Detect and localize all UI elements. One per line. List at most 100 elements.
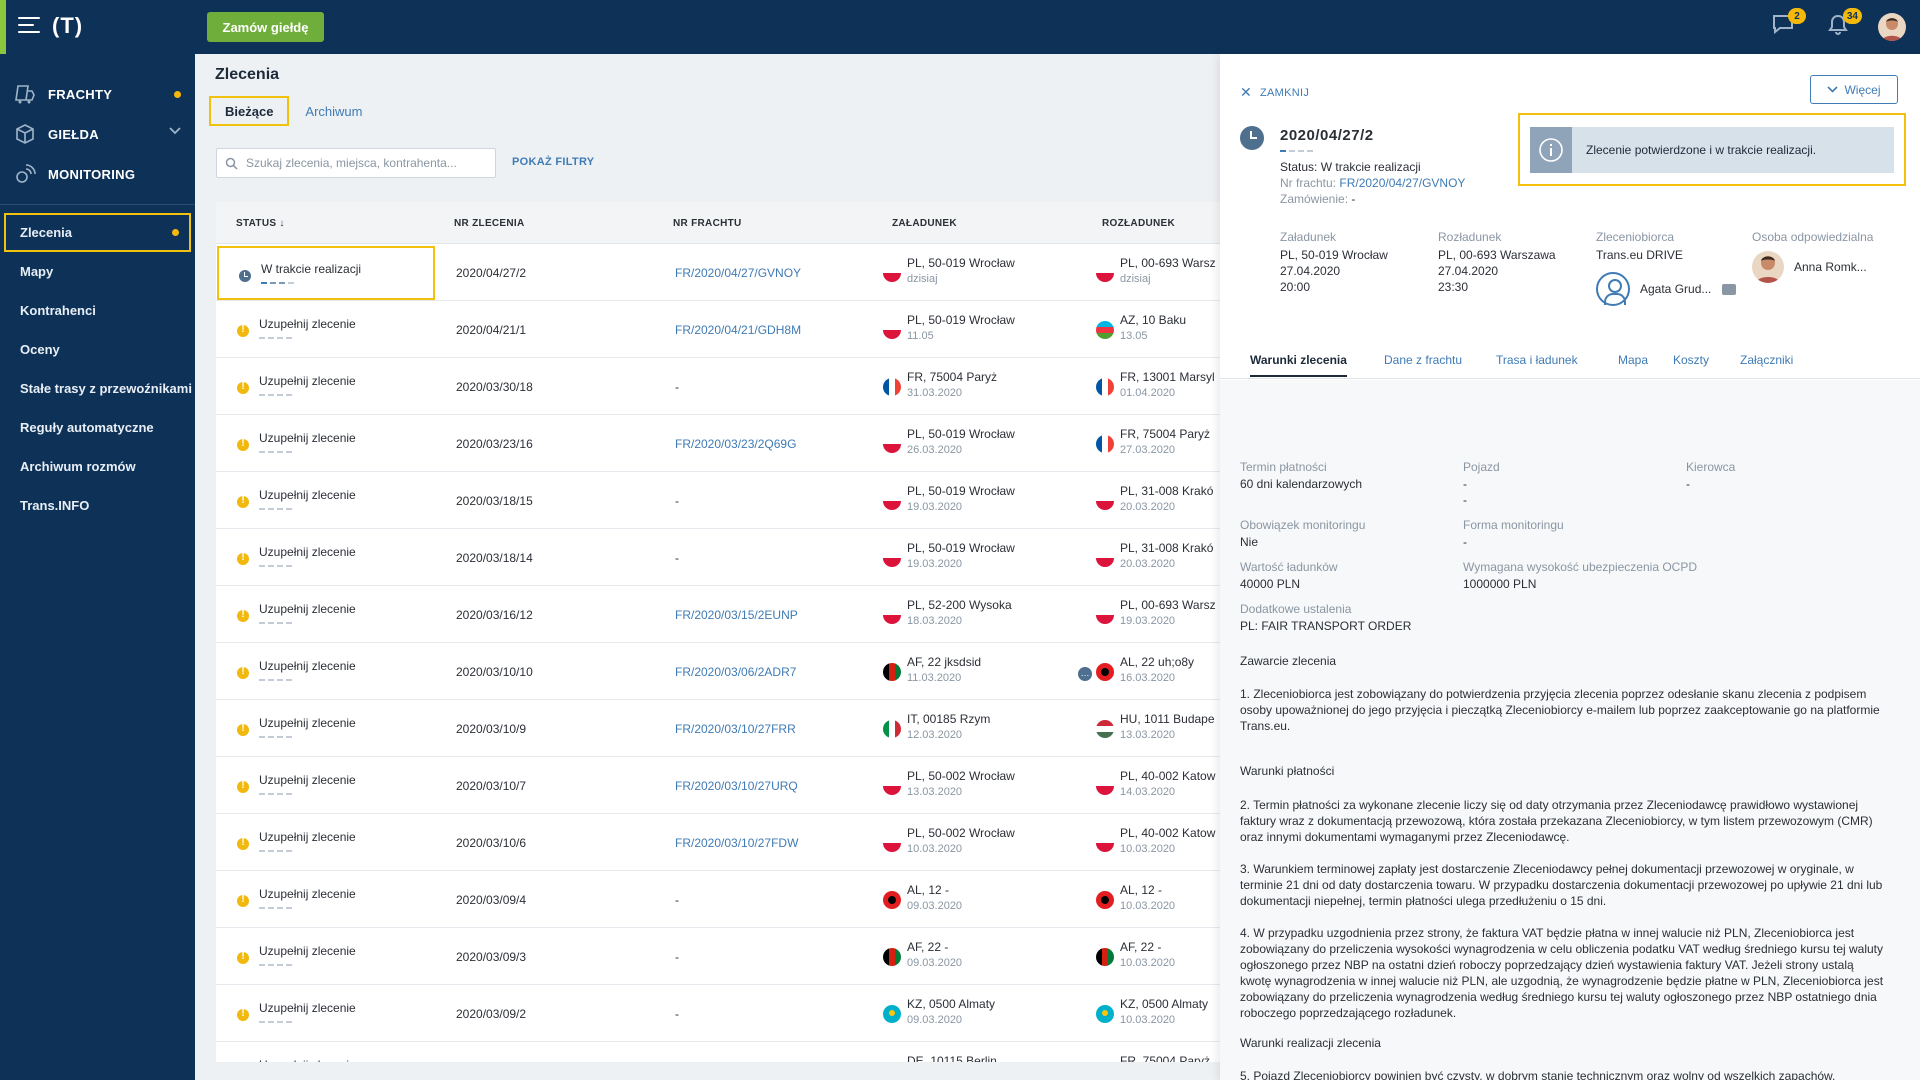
sidebar-item-trans-info[interactable]: Trans.INFO (0, 486, 195, 525)
sidebar-item-monitoring[interactable]: MONITORING (0, 154, 195, 194)
table-row[interactable]: Uzupełnij zlecenie 2020/03/23/16 FR/2020/0… (216, 415, 1220, 472)
order-tabs: Bieżące Archiwum (209, 96, 379, 126)
sidebar-item-freights[interactable]: FRACHTY (0, 74, 195, 114)
more-button[interactable]: Więcej (1810, 75, 1898, 104)
freight-number-link[interactable]: FR/2020/03/06/2ADR7 (675, 665, 797, 679)
status-line: Status: W trakcie realizacji (1280, 160, 1421, 174)
freight-number-link[interactable]: FR/2020/03/15/2EUNP (675, 608, 798, 622)
tab-order-terms[interactable]: Warunki zlecenia (1250, 353, 1347, 377)
unloading-date: 13.03.2020 (1120, 729, 1176, 741)
loading-date: 11.05 (907, 330, 934, 342)
bell-notifications-button[interactable]: 34 (1828, 8, 1862, 38)
status-text: Uzupełnij zlecenie (259, 944, 356, 958)
table-row[interactable]: Uzupełnij zlecenie 2020/03/10/7 FR/2020/03… (216, 757, 1220, 814)
hamburger-menu-icon[interactable] (18, 17, 40, 35)
sidebar-item-maps[interactable]: Mapy (0, 252, 195, 291)
status-cell: Uzupełnij zlecenie (217, 702, 435, 756)
loading-date: 09.03.2020 (907, 1014, 963, 1026)
user-avatar[interactable] (1878, 13, 1906, 41)
table-row[interactable]: Uzupełnij zlecenie 2020/03/18/14 - PL, 50-0… (216, 529, 1220, 586)
contractor-label: Zleceniobiorca (1596, 230, 1675, 244)
chat-bubble-icon[interactable]: … (1078, 667, 1092, 681)
table-row[interactable]: Uzupełnij zlecenie 2020/03/18/15 - PL, 50-0… (216, 472, 1220, 529)
close-panel-button[interactable]: ✕ ZAMKNIJ (1240, 84, 1309, 101)
paragraph-4: 4. W przypadku uzgodnienia przez strony,… (1240, 926, 1884, 1020)
table-row[interactable]: Uzupełnij zlecenie DE, 10115 Berlin FR, 75… (216, 1042, 1220, 1062)
chat-notifications-button[interactable]: 2 (1772, 8, 1806, 38)
app-logo[interactable]: (T) (52, 13, 84, 38)
tab-freight-data[interactable]: Dane z frachtu (1384, 353, 1463, 367)
unloading-place: AL, 12 - (1120, 883, 1163, 897)
responsible-avatar (1752, 251, 1784, 283)
column-header-status[interactable]: STATUS ↓ (236, 218, 285, 229)
status-text: Uzupełnij zlecenie (259, 488, 356, 502)
table-row[interactable]: Uzupełnij zlecenie 2020/03/09/2 - KZ, 0500 … (216, 985, 1220, 1042)
table-row[interactable]: Uzupełnij zlecenie 2020/03/10/6 FR/2020/03… (216, 814, 1220, 871)
warning-icon (237, 837, 249, 850)
loading-place: PL, 50-019 Wrocław (907, 313, 1015, 327)
search-input[interactable]: Szukaj zlecenia, miejsca, kontrahenta... (216, 148, 496, 178)
unloading-place: HU, 1011 Budape (1120, 712, 1215, 726)
freight-number-link[interactable]: FR/2020/03/10/27FDW (675, 836, 799, 850)
table-row[interactable]: Uzupełnij zlecenie 2020/03/09/3 - AF, 22 - 0… (216, 928, 1220, 985)
warning-icon (237, 666, 249, 679)
tab-map[interactable]: Mapa (1618, 353, 1649, 367)
flag-pl-icon (883, 834, 901, 852)
loading-place: AF, 22 jksdsid (907, 655, 982, 669)
table-header: STATUS ↓ NR ZLECENIA NR FRACHTU ZAŁADUNE… (216, 202, 1220, 244)
order-label: Zamówienie: (1280, 192, 1349, 206)
sidebar-item-ratings[interactable]: Oceny (0, 330, 195, 369)
status-cell: Uzupełnij zlecenie (217, 930, 435, 984)
unloading-date: 13.05 (1120, 330, 1148, 342)
tab-archive[interactable]: Archiwum (305, 103, 363, 119)
freight-number-link[interactable]: FR/2020/03/10/27FRR (675, 722, 796, 736)
contractor-person[interactable]: Agata Grud... (1640, 282, 1712, 296)
unloading-place: FR, 13001 Marsyl (1120, 370, 1215, 384)
order-exchange-button[interactable]: Zamów giełdę (207, 12, 324, 42)
freight-number-link[interactable]: FR/2020/04/27/GVNOY (675, 266, 802, 280)
loading-date: 31.03.2020 (907, 387, 963, 399)
tab-costs[interactable]: Koszty (1673, 353, 1710, 367)
table-row[interactable]: Uzupełnij zlecenie 2020/03/16/12 FR/2020/0… (216, 586, 1220, 643)
table-row[interactable]: Uzupełnij zlecenie 2020/03/09/4 - AL, 12 - 0… (216, 871, 1220, 928)
progress-dashes (1280, 150, 1316, 152)
table-row[interactable]: W trakcie realizacji 2020/04/27/2 FR/2020/… (216, 244, 1220, 301)
order-number: 2020/03/16/12 (456, 608, 533, 622)
sidebar-item-auto-rules[interactable]: Reguły automatyczne (0, 408, 195, 447)
sidebar-item-exchange[interactable]: GIEŁDA (0, 114, 195, 154)
loading-date: 10.03.2020 (907, 843, 963, 855)
chevron-down-icon[interactable] (169, 127, 181, 135)
sidebar-item-orders[interactable]: Zlecenia (4, 213, 191, 252)
status-cell: Uzupełnij zlecenie (217, 531, 435, 585)
loading-place: IT, 00185 Rzym (907, 712, 991, 726)
status-text: Uzupełnij zlecenie (259, 374, 356, 388)
sidebar-item-fixed-routes[interactable]: Stałe trasy z przewoźnikami (0, 369, 195, 408)
freight-number-link[interactable]: FR/2020/03/23/2Q69G (675, 437, 797, 451)
table-row[interactable]: Uzupełnij zlecenie 2020/03/10/10 FR/2020/0… (216, 643, 1220, 700)
column-header-loading: ZAŁADUNEK (892, 218, 957, 229)
message-icon[interactable] (1722, 284, 1736, 295)
flag-al-icon (1096, 891, 1114, 909)
freight-link[interactable]: FR/2020/04/27/GVNOY (1339, 176, 1466, 190)
section-title-payment: Warunki płatności (1240, 764, 1335, 778)
status-text: Uzupełnij zlecenie (259, 602, 356, 616)
sidebar-item-chat-archive[interactable]: Archiwum rozmów (0, 447, 195, 486)
tab-current[interactable]: Bieżące (209, 96, 290, 126)
table-row[interactable]: Uzupełnij zlecenie 2020/03/10/9 FR/2020/03… (216, 700, 1220, 757)
freight-number-link[interactable]: FR/2020/03/10/27URQ (675, 779, 798, 793)
contractor-company[interactable]: Trans.eu DRIVE (1596, 248, 1683, 262)
responsible-person[interactable]: Anna Romk... (1794, 260, 1867, 274)
sidebar-item-contractors[interactable]: Kontrahenci (0, 291, 195, 330)
tab-route-cargo[interactable]: Trasa i ładunek (1496, 353, 1578, 367)
loading-place: AF, 22 - (907, 940, 949, 954)
warning-icon (237, 780, 249, 793)
table-row[interactable]: Uzupełnij zlecenie 2020/03/30/18 - FR, 7500… (216, 358, 1220, 415)
tab-attachments[interactable]: Załączniki (1740, 353, 1794, 367)
loading-place: AL, 12 - (907, 883, 950, 897)
unloading-place: FR, 75004 Paryż (1120, 1054, 1211, 1062)
freight-number-link[interactable]: FR/2020/04/21/GDH8M (675, 323, 802, 337)
show-filters-link[interactable]: POKAŻ FILTRY (512, 156, 595, 168)
order-value: - (1351, 192, 1356, 206)
paragraph-2: 2. Termin płatności za wykonane zlecenie… (1240, 798, 1873, 844)
table-row[interactable]: Uzupełnij zlecenie 2020/04/21/1 FR/2020/04… (216, 301, 1220, 358)
